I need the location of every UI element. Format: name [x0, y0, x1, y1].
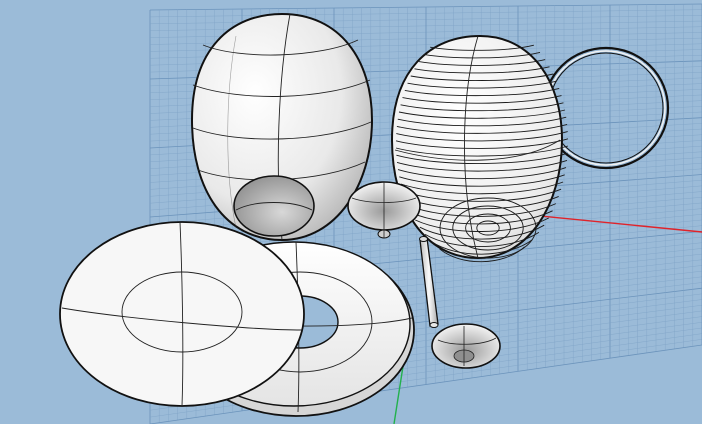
funnel-lower[interactable]: [431, 323, 501, 369]
isocurve: [396, 152, 568, 165]
isocurve: [397, 167, 567, 180]
isocurve-pole-ring: [465, 213, 511, 243]
isocurve: [404, 87, 560, 97]
isocurve: [407, 80, 557, 89]
isocurve: [395, 145, 569, 157]
isocurve: [423, 51, 541, 59]
isocurve: [402, 95, 562, 104]
isocurve: [411, 210, 553, 225]
funnel-upper[interactable]: [347, 181, 421, 239]
isocurve: [395, 138, 569, 149]
isocurve: [396, 123, 568, 134]
isocurve: [414, 66, 550, 74]
isocurve: [398, 109, 566, 119]
isocurve: [419, 224, 545, 240]
isocurve-pole-ring: [439, 197, 537, 259]
isocurve: [400, 102, 564, 112]
isocurve: [424, 232, 540, 248]
flat-disc[interactable]: [59, 221, 305, 407]
isocurve: [407, 203, 557, 217]
grid-line: [149, 344, 702, 424]
y-axis-line: [393, 359, 405, 424]
isocurve: [396, 159, 568, 172]
isocurve: [418, 59, 546, 66]
isocurve: [396, 131, 568, 142]
isocurve: [430, 44, 534, 51]
egg-shell-shaded[interactable]: [190, 12, 374, 242]
isocurve: [399, 174, 565, 187]
isocurve: [402, 188, 562, 202]
isocurve: [431, 239, 533, 255]
egg-opening: [233, 175, 315, 237]
isocurve: [397, 116, 567, 127]
egg-shell-isocurves[interactable]: [390, 34, 569, 263]
isocurve-pole-ring: [476, 220, 500, 236]
isocurve: [410, 73, 554, 81]
isocurve: [415, 217, 549, 232]
tube-stem[interactable]: [419, 236, 439, 328]
isocurve-pole-ring: [452, 205, 524, 251]
isocurve: [400, 181, 564, 195]
